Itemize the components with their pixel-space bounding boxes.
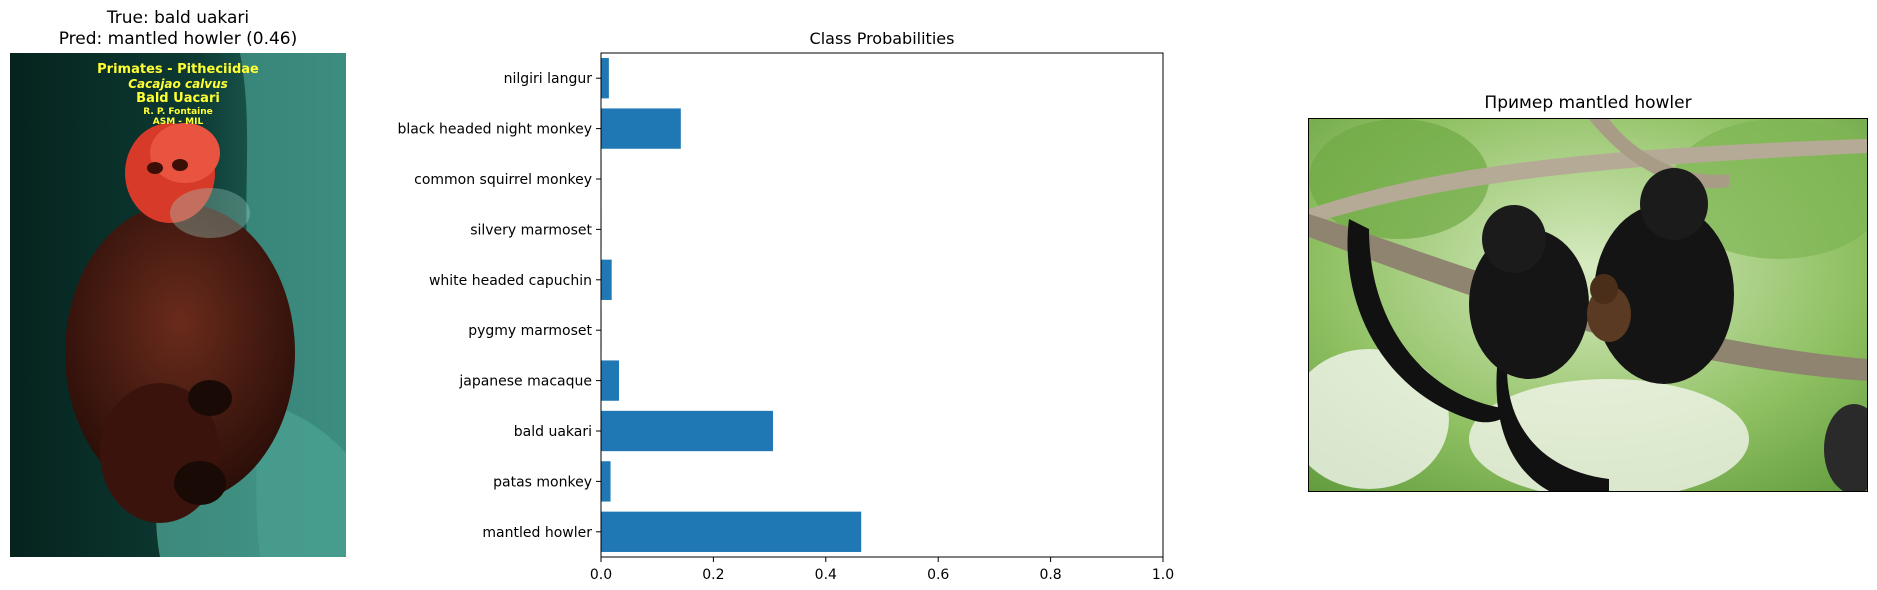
y-tick-label: mantled howler <box>482 525 592 541</box>
bar <box>601 360 619 401</box>
y-tick-label: silvery marmoset <box>470 222 592 238</box>
y-tick-label: japanese macaque <box>458 374 592 390</box>
bar <box>601 58 609 99</box>
y-tick-label: nilgiri langur <box>504 71 593 87</box>
bar <box>601 108 681 149</box>
bar <box>601 511 862 552</box>
left-image-true-label: True: bald uakari <box>106 8 250 28</box>
image-caption-text: Primates - Pitheciidae Cacajao calvus Ba… <box>97 62 259 128</box>
example-image-title: Пример mantled howler <box>1484 93 1692 113</box>
mantled-howler-example-photo <box>1308 118 1868 492</box>
left-image-pred-label: Pred: mantled howler (0.46) <box>58 29 298 49</box>
y-tick-label: white headed capuchin <box>429 273 592 289</box>
bald-uakari-photo: Primates - Pitheciidae Cacajao calvus Ba… <box>10 53 346 557</box>
x-tick-label: 1.0 <box>1152 567 1174 583</box>
y-tick-label: bald uakari <box>514 424 592 440</box>
bar <box>601 259 612 300</box>
y-tick-label: black headed night monkey <box>397 122 592 138</box>
bar <box>601 461 611 502</box>
x-tick-label: 0.4 <box>815 567 837 583</box>
bar <box>601 410 773 452</box>
y-tick-label: patas monkey <box>493 474 592 490</box>
x-tick-label: 0.6 <box>927 567 949 583</box>
y-tick-label: common squirrel monkey <box>414 172 592 188</box>
x-tick-label: 0.8 <box>1039 567 1061 583</box>
plot-frame <box>600 52 1164 558</box>
chart-title: Class Probabilities <box>810 29 955 48</box>
y-tick-label: pygmy marmoset <box>468 323 592 339</box>
x-tick-label: 0.0 <box>590 567 612 583</box>
x-tick-label: 0.2 <box>702 567 724 583</box>
